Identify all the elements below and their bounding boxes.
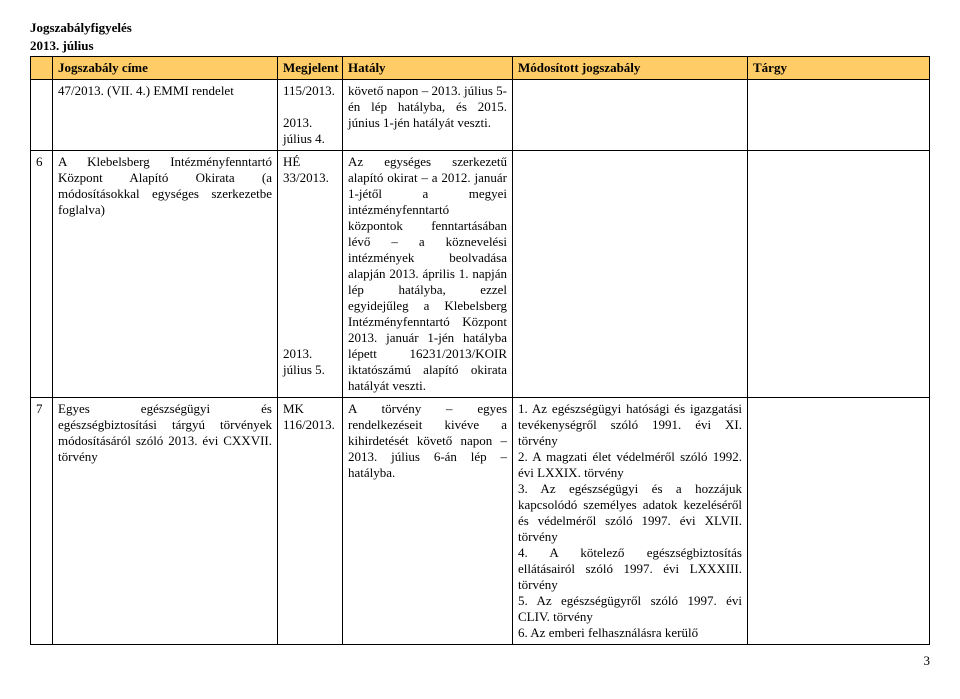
doc-header-2: 2013. július	[30, 38, 930, 54]
cell-subject	[748, 151, 930, 398]
col-header-subject: Tárgy	[748, 57, 930, 80]
cell-effective: Az egységes szerkezetű alapító okirat – …	[343, 151, 513, 398]
cell-num: 7	[31, 398, 53, 645]
cell-num	[31, 80, 53, 151]
table-row: 7 Egyes egészségügyi és egészségbiztosít…	[31, 398, 930, 645]
col-header-modified: Módosított jogszabály	[513, 57, 748, 80]
doc-header-1: Jogszabályfigyelés	[30, 20, 930, 36]
cell-title: A Klebelsberg Intézményfenntartó Központ…	[53, 151, 278, 398]
col-header-title: Jogszabály címe	[53, 57, 278, 80]
cell-modified: 1. Az egészségügyi hatósági és igazgatás…	[513, 398, 748, 645]
col-header-effective: Hatály	[343, 57, 513, 80]
cell-published: HÉ 33/2013. 2013. július 5.	[278, 151, 343, 398]
cell-effective: követő napon – 2013. július 5-én lép hat…	[343, 80, 513, 151]
regulation-table: Jogszabály címe Megjelent Hatály Módosít…	[30, 56, 930, 645]
col-header-num	[31, 57, 53, 80]
table-header-row: Jogszabály címe Megjelent Hatály Módosít…	[31, 57, 930, 80]
cell-num: 6	[31, 151, 53, 398]
cell-modified	[513, 80, 748, 151]
table-row: 47/2013. (VII. 4.) EMMI rendelet 115/201…	[31, 80, 930, 151]
page-number: 3	[30, 653, 930, 669]
table-row: 6 A Klebelsberg Intézményfenntartó Közpo…	[31, 151, 930, 398]
cell-title: 47/2013. (VII. 4.) EMMI rendelet	[53, 80, 278, 151]
cell-effective: A törvény – egyes rendelkezéseit kivéve …	[343, 398, 513, 645]
cell-published: MK 116/2013.	[278, 398, 343, 645]
cell-modified	[513, 151, 748, 398]
cell-subject	[748, 398, 930, 645]
cell-subject	[748, 80, 930, 151]
cell-title: Egyes egészségügyi és egészségbiztosítás…	[53, 398, 278, 645]
col-header-published: Megjelent	[278, 57, 343, 80]
cell-published: 115/2013. 2013. július 4.	[278, 80, 343, 151]
